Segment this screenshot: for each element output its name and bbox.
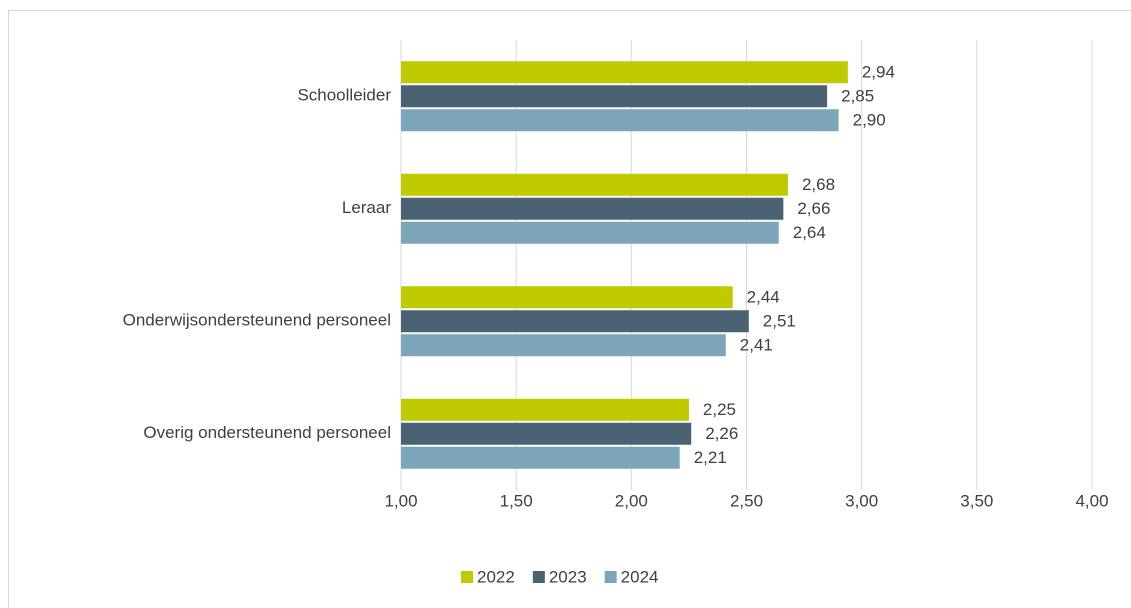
bar <box>401 109 839 132</box>
data-label: 2,26 <box>705 424 738 443</box>
legend-label: 2022 <box>477 567 515 586</box>
x-tick-label: 4,00 <box>1075 491 1108 510</box>
bar <box>401 85 828 108</box>
bar <box>401 61 848 84</box>
bar <box>401 197 784 220</box>
legend-swatch <box>461 571 473 583</box>
x-tick-label: 3,00 <box>845 491 878 510</box>
data-label: 2,94 <box>862 63 895 82</box>
chart-frame <box>8 10 1131 608</box>
bar <box>401 286 733 309</box>
x-tick-label: 3,50 <box>960 491 993 510</box>
bar <box>401 173 788 196</box>
bar <box>401 310 749 333</box>
data-label: 2,21 <box>694 448 727 467</box>
data-label: 2,90 <box>853 111 886 130</box>
data-label: 2,64 <box>793 223 826 242</box>
bar <box>401 221 779 244</box>
data-label: 2,66 <box>797 199 830 218</box>
legend-swatch <box>604 571 617 583</box>
data-label: 2,68 <box>802 175 835 194</box>
bar <box>401 334 726 357</box>
y-tick-label: Schoolleider <box>297 86 391 105</box>
legend-swatch <box>532 571 545 583</box>
data-label: 2,41 <box>740 336 773 355</box>
x-tick-label: 2,50 <box>730 491 763 510</box>
bar <box>401 422 692 445</box>
x-tick-label: 2,00 <box>615 491 648 510</box>
data-label: 2,44 <box>747 288 780 307</box>
bar <box>401 446 680 469</box>
y-tick-label: Overig ondersteunend personeel <box>143 423 391 442</box>
x-tick-label: 1,00 <box>384 491 417 510</box>
legend-label: 2023 <box>549 567 587 586</box>
y-tick-label: Onderwijsondersteunend personeel <box>123 311 391 330</box>
data-label: 2,85 <box>841 87 874 106</box>
data-label: 2,51 <box>763 312 796 331</box>
x-tick-label: 1,50 <box>500 491 533 510</box>
legend-label: 2024 <box>621 567 659 586</box>
y-tick-label: Leraar <box>342 198 391 217</box>
bar <box>401 398 689 421</box>
data-label: 2,25 <box>703 400 736 419</box>
